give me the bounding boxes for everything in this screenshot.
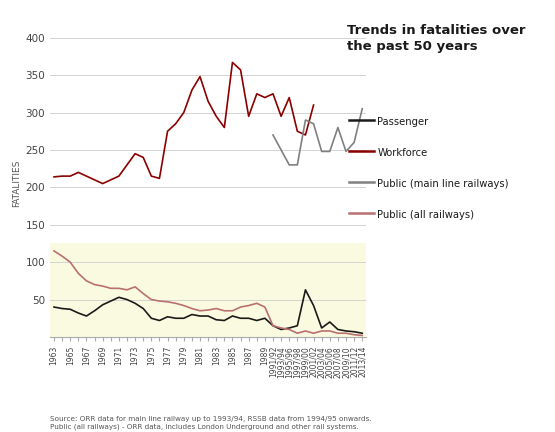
Y-axis label: FATALITIES: FATALITIES (12, 160, 21, 207)
Bar (50, 244, 366, 337)
Text: Trends in fatalities over
the past 50 years: Trends in fatalities over the past 50 ye… (347, 24, 526, 53)
Text: Workforce: Workforce (377, 148, 428, 158)
Text: Source: ORR data for main line railway up to 1993/94, RSSB data from 1994/95 onw: Source: ORR data for main line railway u… (50, 416, 372, 430)
Text: Public (main line railways): Public (main line railways) (377, 179, 509, 189)
Text: Passenger: Passenger (377, 117, 428, 127)
Text: Public (all railways): Public (all railways) (377, 210, 475, 220)
